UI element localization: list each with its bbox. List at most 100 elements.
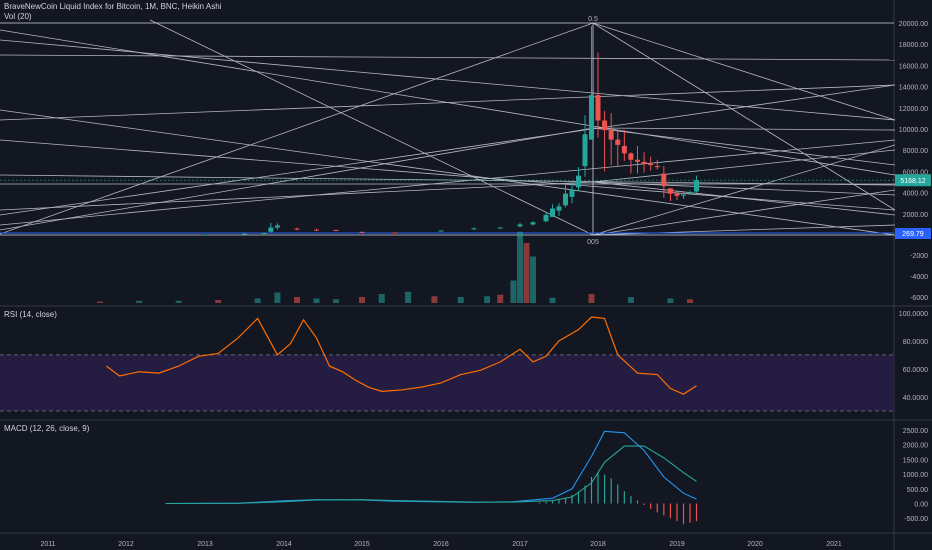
macd-indicator-label[interactable]: MACD (12, 26, close, 9): [4, 424, 90, 433]
volume-bar: [313, 298, 320, 303]
volume-bar: [431, 296, 438, 303]
trend-line: [0, 127, 594, 231]
rsi-tick-label: 40.0000: [903, 395, 928, 402]
x-tick-label: 2016: [433, 541, 449, 548]
trend-line: [592, 189, 896, 236]
trend-line: [0, 84, 896, 121]
volume-tick-label: -6000: [910, 295, 928, 302]
volume-bar: [627, 297, 634, 303]
candle-body: [635, 159, 640, 162]
candle-body: [543, 214, 549, 222]
volume-bar: [497, 294, 504, 303]
y-tick-label: 12000.00: [899, 106, 928, 113]
line-value-pill: [895, 228, 931, 239]
candle-body: [595, 95, 601, 121]
candle-body: [294, 228, 300, 230]
volume-bar: [484, 296, 491, 303]
candle-body: [438, 230, 444, 232]
candle-body: [641, 161, 647, 164]
candle-body: [274, 225, 280, 228]
volume-bar: [215, 300, 222, 303]
rsi-indicator-label[interactable]: RSI (14, close): [4, 310, 57, 319]
candle-body: [661, 173, 667, 187]
volume-bar: [510, 280, 517, 303]
candle-body: [608, 130, 614, 140]
candle-body: [687, 192, 693, 194]
candle-body: [589, 95, 594, 140]
trend-line: [0, 22, 594, 235]
candle-body: [242, 233, 247, 235]
candle-body: [556, 206, 562, 211]
candle-body: [628, 153, 634, 160]
candle-body: [333, 229, 339, 231]
candle-body: [314, 229, 319, 231]
trend-line: [592, 22, 896, 211]
fib-bottom-label: 005: [587, 239, 599, 246]
candle-body: [615, 139, 621, 145]
last-price-value: 5168.12: [900, 178, 925, 185]
trend-line: [0, 39, 896, 121]
volume-bar: [274, 292, 281, 303]
volume-bar: [549, 297, 556, 303]
x-tick-label: 2020: [747, 541, 763, 548]
candle-body: [517, 224, 523, 227]
volume-bar: [175, 300, 182, 303]
volume-bar: [687, 299, 693, 303]
symbol-title[interactable]: BraveNewCoin Liquid Index for Bitcoin, 1…: [4, 2, 222, 11]
volume-bar: [457, 297, 464, 303]
candle-body: [471, 228, 477, 230]
trend-line: [149, 19, 594, 236]
x-tick-label: 2013: [197, 541, 213, 548]
volume-bar: [588, 294, 595, 303]
volume-bar: [254, 298, 261, 303]
x-tick-label: 2015: [354, 541, 370, 548]
candle-body: [667, 188, 673, 194]
trend-line: [592, 181, 896, 216]
candle-body: [563, 193, 568, 206]
volume-bar: [333, 299, 339, 303]
macd-line: [165, 430, 697, 505]
candle-body: [654, 166, 660, 168]
volume-bar: [294, 297, 300, 303]
x-tick-label: 2021: [826, 541, 842, 548]
candle-body: [674, 193, 680, 196]
volume-bar: [97, 301, 103, 303]
candle-body: [582, 134, 588, 167]
x-tick-label: 2014: [276, 541, 292, 548]
trend-line: [592, 149, 896, 183]
volume-bar: [667, 298, 674, 303]
rsi-tick-label: 100.0000: [899, 311, 928, 318]
candle-body: [392, 232, 398, 234]
volume-bar: [359, 297, 365, 303]
volume-bar: [378, 294, 385, 303]
trend-line: [0, 54, 896, 61]
volume-indicator-label[interactable]: Vol (20): [4, 12, 32, 21]
macd-tick-label: 500.00: [907, 487, 929, 494]
volume-bar: [530, 256, 536, 303]
signal-line: [165, 445, 697, 505]
candle-body: [550, 208, 555, 217]
last-price-pill: [895, 174, 931, 187]
trend-line: [0, 181, 594, 211]
x-tick-label: 2017: [512, 541, 528, 548]
y-tick-label: 18000.00: [899, 42, 928, 49]
macd-tick-label: -500.00: [904, 516, 928, 523]
x-tick-label: 2011: [40, 541, 55, 548]
y-tick-label: 16000.00: [899, 63, 928, 70]
y-tick-label: 20000.00: [899, 21, 928, 28]
macd-tick-label: 1500.00: [903, 457, 928, 464]
x-tick-label: 2012: [118, 541, 134, 548]
trend-line: [592, 144, 896, 236]
y-tick-label: 10000.00: [899, 127, 928, 134]
volume-tick-label: -2000: [910, 253, 928, 260]
trend-line: [0, 139, 896, 226]
line-value-label: 269.79: [902, 231, 924, 238]
y-tick-label: 4000.00: [903, 191, 928, 198]
candle-body: [202, 234, 208, 236]
fan-lines: [0, 19, 896, 236]
candle-body: [497, 227, 503, 229]
volume-bar: [523, 243, 530, 303]
candle-body: [694, 180, 699, 192]
